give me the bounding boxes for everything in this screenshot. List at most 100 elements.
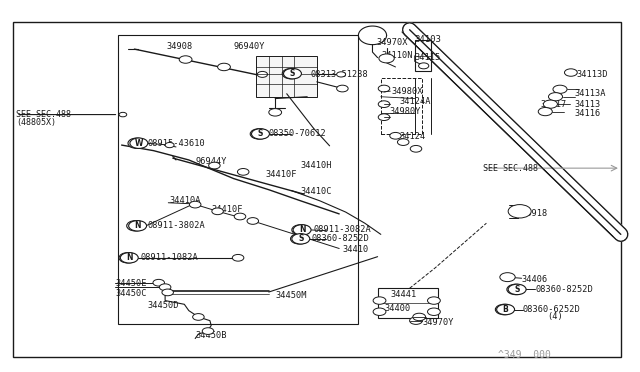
Circle shape — [153, 279, 164, 286]
Text: 34980X: 34980X — [392, 87, 423, 96]
Bar — [381, 78, 422, 134]
Circle shape — [269, 109, 282, 116]
Text: 08360-8252D: 08360-8252D — [312, 234, 369, 243]
Circle shape — [508, 284, 526, 295]
Circle shape — [284, 68, 301, 79]
Text: 34450M: 34450M — [275, 291, 307, 300]
Text: S: S — [298, 234, 303, 243]
Text: 34410A: 34410A — [170, 196, 201, 205]
Text: 08915-43610: 08915-43610 — [147, 139, 205, 148]
Circle shape — [159, 284, 171, 291]
Circle shape — [291, 234, 308, 244]
Text: 34113: 34113 — [575, 100, 601, 109]
Text: 34441: 34441 — [390, 290, 417, 299]
Text: (48805X): (48805X) — [16, 118, 56, 126]
Circle shape — [247, 218, 259, 224]
Circle shape — [193, 314, 204, 320]
Circle shape — [202, 328, 214, 334]
Circle shape — [119, 112, 127, 117]
Text: 34410: 34410 — [342, 245, 369, 254]
Circle shape — [397, 139, 409, 145]
Text: 34918: 34918 — [522, 209, 548, 218]
Text: 34400: 34400 — [384, 304, 410, 312]
Circle shape — [495, 304, 513, 315]
Circle shape — [292, 234, 310, 244]
Bar — [118, 35, 358, 324]
Text: 34406: 34406 — [522, 275, 548, 283]
Text: 34450C: 34450C — [115, 289, 147, 298]
Text: 34113A: 34113A — [575, 89, 606, 98]
Circle shape — [507, 284, 525, 295]
Circle shape — [419, 63, 429, 69]
Text: 34980Y: 34980Y — [389, 107, 420, 116]
Circle shape — [428, 308, 440, 315]
Text: 34410C: 34410C — [301, 187, 332, 196]
Text: 34410H: 34410H — [301, 161, 332, 170]
Text: ^349  000: ^349 000 — [499, 350, 551, 360]
Text: 34970Y: 34970Y — [422, 318, 454, 327]
Circle shape — [128, 138, 146, 148]
Text: 34116: 34116 — [575, 109, 601, 118]
Text: (4): (4) — [547, 312, 563, 321]
Circle shape — [252, 129, 269, 139]
Text: 34410F: 34410F — [266, 170, 297, 179]
Text: 34124: 34124 — [399, 132, 426, 141]
Circle shape — [497, 304, 515, 315]
Text: 96944Y: 96944Y — [195, 157, 227, 166]
Text: SEE SEC.488: SEE SEC.488 — [16, 110, 71, 119]
Text: 34115: 34115 — [415, 53, 441, 62]
Text: N: N — [134, 221, 141, 230]
Circle shape — [127, 221, 145, 231]
Circle shape — [413, 313, 426, 321]
Text: 08911-1082A: 08911-1082A — [141, 253, 198, 262]
Circle shape — [378, 85, 390, 92]
Circle shape — [337, 85, 348, 92]
Circle shape — [553, 85, 567, 93]
Circle shape — [293, 225, 311, 235]
Text: S: S — [258, 129, 263, 138]
Text: 08911-3802A: 08911-3802A — [147, 221, 205, 230]
Circle shape — [232, 254, 244, 261]
Text: 34113D: 34113D — [576, 70, 607, 79]
Circle shape — [179, 56, 192, 63]
Text: 34103: 34103 — [415, 35, 442, 44]
Text: 08360-6252D: 08360-6252D — [523, 305, 580, 314]
Circle shape — [410, 145, 422, 152]
Text: 34124A: 34124A — [399, 97, 431, 106]
Circle shape — [120, 253, 138, 263]
Bar — [415, 40, 431, 71]
Circle shape — [564, 69, 577, 76]
Circle shape — [373, 308, 386, 315]
Circle shape — [130, 138, 148, 148]
Circle shape — [548, 93, 563, 101]
Text: 08911-3082A: 08911-3082A — [314, 225, 371, 234]
Circle shape — [538, 108, 552, 116]
Text: 96940Y: 96940Y — [234, 42, 266, 51]
Text: 34450B: 34450B — [195, 331, 227, 340]
Circle shape — [428, 297, 440, 304]
Circle shape — [337, 72, 346, 77]
Text: 34970X: 34970X — [376, 38, 408, 47]
Text: 34410F: 34410F — [211, 205, 243, 214]
Circle shape — [218, 63, 230, 71]
Text: N: N — [126, 253, 132, 262]
Circle shape — [379, 54, 394, 63]
Circle shape — [282, 68, 300, 79]
Circle shape — [250, 129, 268, 139]
Text: 34450E: 34450E — [115, 279, 147, 288]
Text: S: S — [515, 285, 520, 294]
Circle shape — [165, 142, 174, 148]
Text: 34110N: 34110N — [381, 51, 413, 60]
Circle shape — [119, 253, 137, 263]
Text: 34908: 34908 — [166, 42, 193, 51]
Circle shape — [209, 162, 220, 169]
Circle shape — [234, 213, 246, 220]
Text: W: W — [134, 139, 143, 148]
Circle shape — [410, 317, 422, 324]
Circle shape — [189, 201, 201, 208]
Text: 08313-51238: 08313-51238 — [310, 70, 368, 79]
Text: B: B — [503, 305, 508, 314]
Text: N: N — [299, 225, 305, 234]
Text: 08360-8252D: 08360-8252D — [535, 285, 593, 294]
Text: 34117: 34117 — [541, 100, 567, 109]
